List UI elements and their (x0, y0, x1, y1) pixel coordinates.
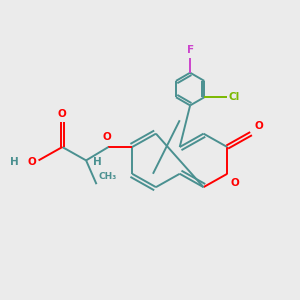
Text: O: O (103, 132, 111, 142)
Text: H: H (11, 157, 19, 167)
Text: F: F (187, 46, 194, 56)
Text: CH₃: CH₃ (99, 172, 117, 181)
Text: O: O (254, 121, 263, 131)
Text: H: H (93, 157, 101, 167)
Text: O: O (58, 109, 67, 119)
Text: O: O (27, 157, 36, 167)
Text: O: O (231, 178, 240, 188)
Text: Cl: Cl (228, 92, 239, 102)
